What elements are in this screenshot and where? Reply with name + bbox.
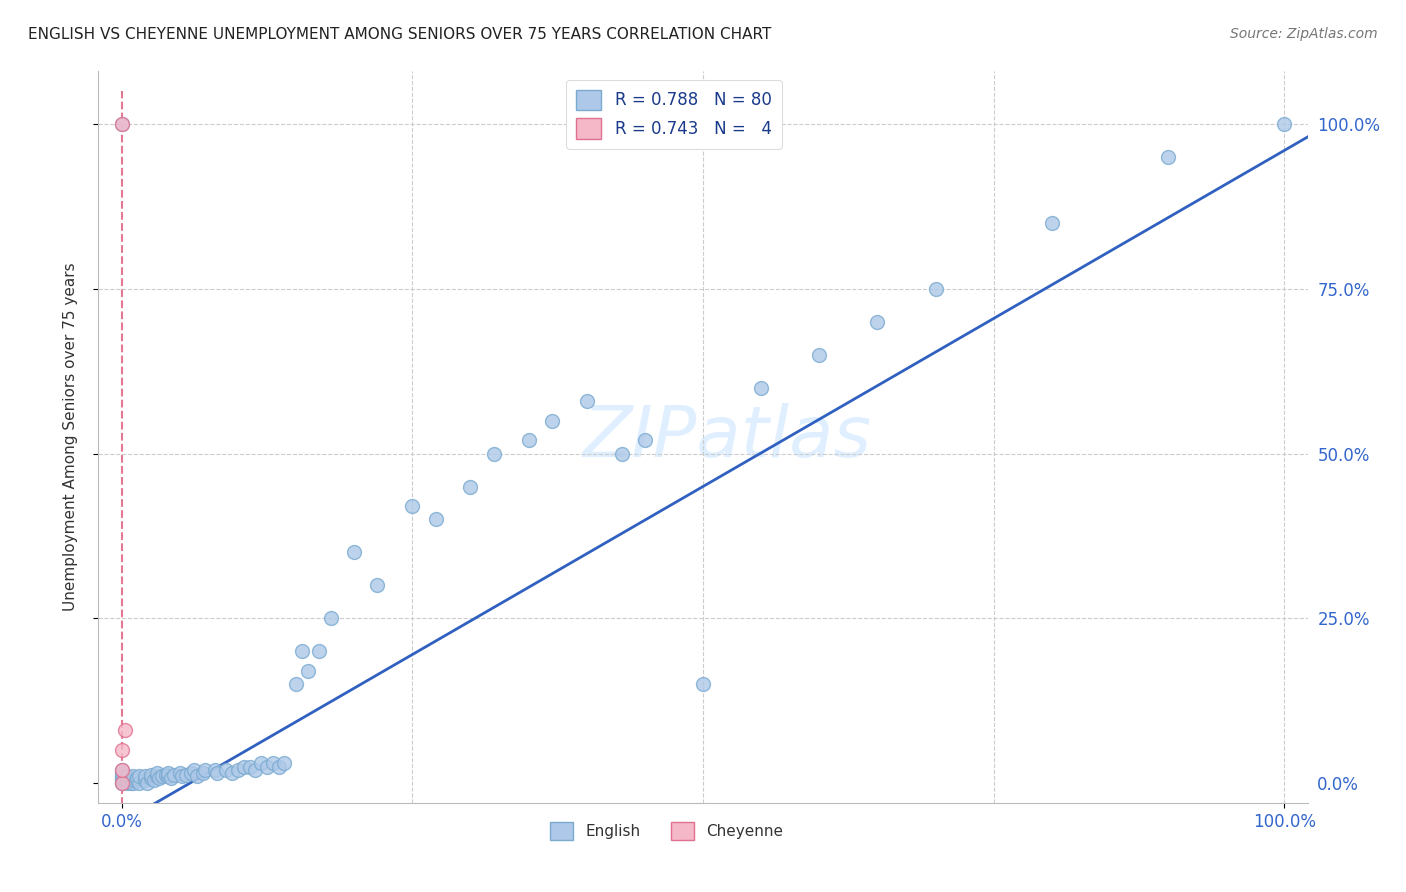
Point (267, 759, 290, 773)
Point (125, 771, 148, 785)
Point (308, 644, 330, 658)
Point (186, 769, 208, 783)
Point (924, 282, 946, 296)
Point (111, 769, 134, 783)
Point (343, 545, 366, 559)
Point (111, 117, 134, 131)
Point (232, 759, 254, 773)
Point (117, 772, 139, 787)
Point (117, 776, 139, 790)
Point (111, 763, 134, 777)
Point (148, 771, 170, 785)
Y-axis label: Unemployment Among Seniors over 75 years: Unemployment Among Seniors over 75 years (63, 263, 77, 611)
Point (749, 381, 772, 395)
Point (150, 769, 173, 783)
Point (1157, 150, 1180, 164)
Point (250, 756, 273, 771)
Point (692, 677, 714, 691)
Point (610, 446, 633, 460)
Point (111, 763, 134, 777)
Point (172, 769, 194, 783)
Point (174, 768, 197, 782)
Point (117, 769, 139, 783)
Point (111, 766, 134, 780)
Point (128, 776, 150, 790)
Text: ZIPatlas: ZIPatlas (582, 402, 872, 472)
Point (319, 611, 342, 625)
Point (159, 771, 181, 785)
Point (134, 772, 156, 787)
Point (111, 743, 134, 757)
Point (366, 578, 388, 592)
Point (273, 756, 295, 771)
Point (204, 763, 226, 777)
Point (575, 393, 598, 408)
Point (155, 768, 177, 782)
Point (226, 763, 249, 777)
Point (111, 776, 134, 790)
Point (122, 776, 145, 790)
Point (134, 769, 156, 783)
Point (482, 446, 505, 460)
Point (221, 766, 243, 780)
Point (122, 772, 145, 787)
Point (256, 759, 278, 773)
Point (111, 776, 134, 790)
Point (169, 766, 191, 780)
Point (120, 776, 142, 790)
Text: ENGLISH VS CHEYENNE UNEMPLOYMENT AMONG SENIORS OVER 75 YEARS CORRELATION CHART: ENGLISH VS CHEYENNE UNEMPLOYMENT AMONG S… (28, 27, 772, 42)
Point (157, 769, 180, 783)
Point (205, 766, 228, 780)
Point (634, 434, 657, 448)
Point (111, 117, 134, 131)
Point (139, 771, 162, 785)
Point (180, 766, 202, 780)
Point (122, 769, 145, 783)
Point (163, 768, 186, 782)
Point (128, 769, 150, 783)
Point (136, 776, 159, 790)
Point (139, 768, 162, 782)
Point (517, 434, 540, 448)
Point (1272, 117, 1295, 131)
Point (297, 664, 319, 678)
Point (145, 766, 167, 780)
Point (114, 723, 136, 738)
Text: Source: ZipAtlas.com: Source: ZipAtlas.com (1230, 27, 1378, 41)
Point (291, 644, 314, 658)
Point (1040, 216, 1063, 230)
Point (866, 315, 889, 329)
Point (191, 766, 214, 780)
Point (111, 772, 134, 787)
Point (262, 756, 284, 771)
Point (111, 771, 134, 785)
Point (245, 763, 267, 777)
Legend: English, Cheyenne: English, Cheyenne (544, 815, 789, 847)
Point (460, 479, 482, 493)
Point (540, 414, 562, 428)
Point (239, 759, 262, 773)
Point (111, 776, 134, 790)
Point (808, 348, 831, 362)
Point (120, 771, 142, 785)
Point (194, 763, 217, 777)
Point (183, 763, 205, 777)
Point (143, 772, 166, 787)
Point (215, 763, 238, 777)
Point (145, 769, 167, 783)
Point (425, 512, 447, 526)
Point (401, 500, 423, 514)
Point (285, 677, 308, 691)
Point (124, 772, 146, 787)
Point (157, 766, 180, 780)
